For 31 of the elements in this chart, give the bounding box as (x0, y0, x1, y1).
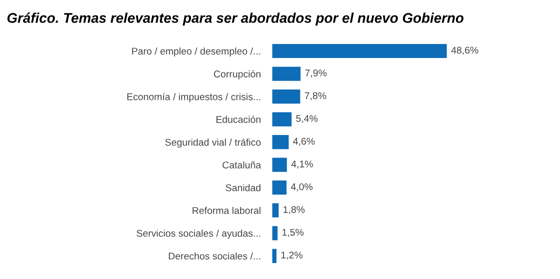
y-tick-label: Sanidad (226, 184, 260, 192)
y-tick-label: Cataluña (222, 161, 262, 168)
y-tick-label: Educación (216, 116, 260, 123)
y-tick-label: Economía / impuestos / crisis... (127, 92, 260, 102)
bar (272, 226, 278, 240)
data-label: 7,8% (304, 92, 326, 100)
data-label: 4,0% (290, 183, 313, 192)
bar (272, 180, 287, 195)
bar (272, 135, 289, 150)
chart-title: Gráfico. Temas relevantes para ser abordados por el nuevo Gobierno (7, 12, 464, 26)
data-label: 5,4% (296, 115, 318, 124)
data-label: 4,1% (291, 160, 313, 169)
y-tick-label: Seguridad vial / tráfico (165, 138, 261, 148)
y-tick-label: Servicios sociales / ayudas... (136, 230, 260, 239)
data-label: 48,6% (451, 46, 478, 55)
bar (272, 203, 279, 218)
y-tick-label: Derechos sociales /... (168, 252, 260, 260)
data-label: 7,9% (305, 69, 327, 78)
bar (272, 66, 301, 81)
bar (272, 248, 276, 263)
y-tick-label: Corrupción (214, 70, 260, 80)
data-label: 1,8% (284, 206, 305, 214)
y-tick-label: Reforma laboral (192, 206, 260, 214)
bar (272, 112, 292, 126)
y-tick-label: Paro / empleo / desempleo /... (132, 47, 260, 57)
bar (272, 89, 300, 104)
data-label: 1,5% (282, 228, 304, 237)
bar (272, 158, 287, 172)
data-label: 4,6% (293, 138, 315, 146)
data-label: 1,2% (281, 252, 302, 260)
bar (272, 44, 447, 58)
